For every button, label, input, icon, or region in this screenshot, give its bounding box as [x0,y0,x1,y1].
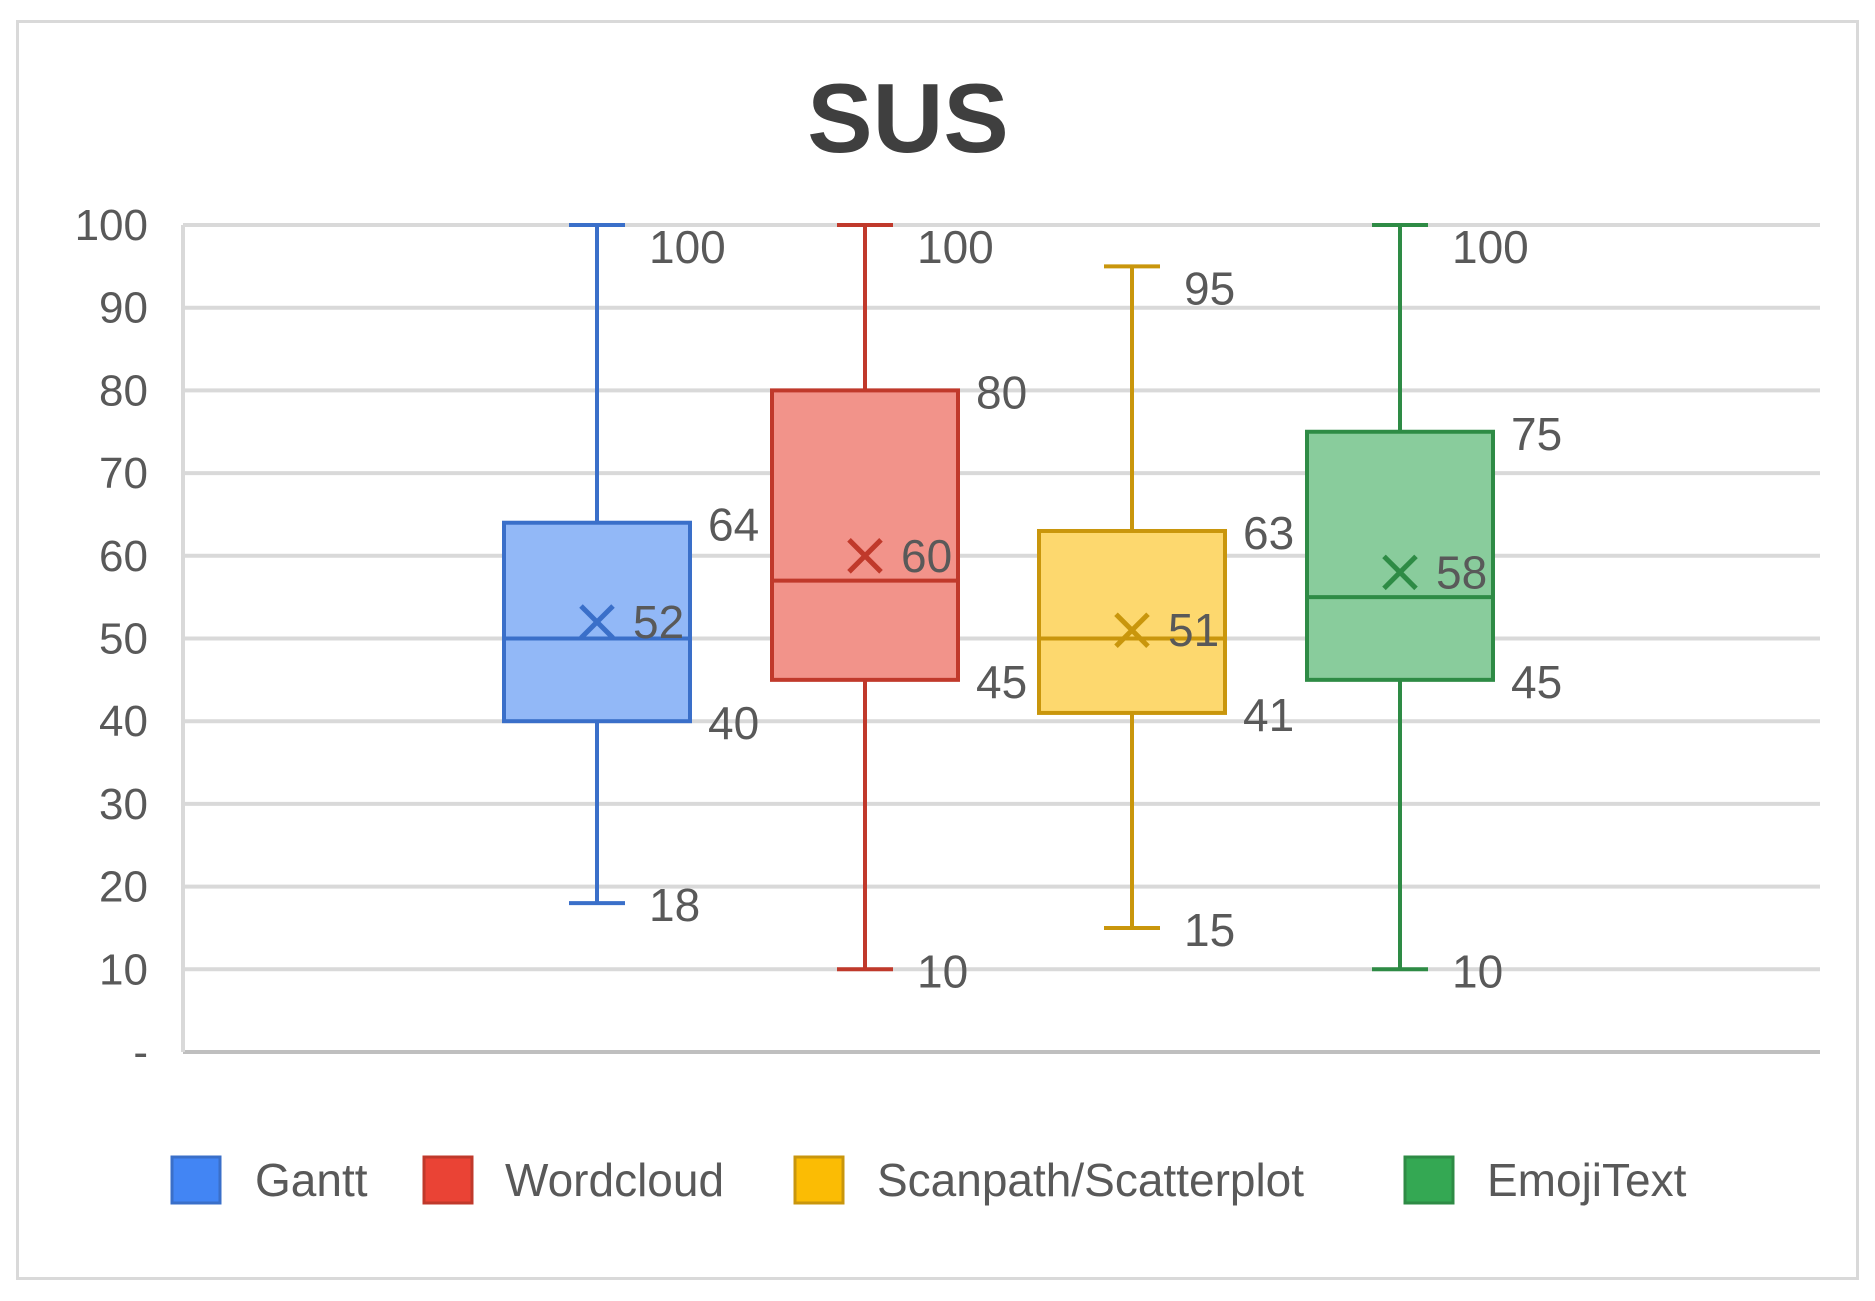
legend-label-4: EmojiText [1487,1154,1687,1206]
legend-swatch-3 [793,1155,845,1205]
box-series: 100 18 64 40 52 100 10 80 45 60 95 15 63 41 51 100 10 75 4… [502,221,1562,997]
y-tick-label-80: 80 [99,366,148,415]
label-q3: 75 [1511,408,1562,460]
y-tick-label-70: 70 [99,449,148,498]
iqr-box [1037,528,1227,715]
label-max: 100 [917,221,994,273]
label-mean: 58 [1436,546,1487,598]
y-tick-label-10: 10 [99,945,148,994]
mean-marker-b [579,604,615,640]
label-max: 100 [1452,221,1529,273]
mean-marker-b [1382,554,1418,591]
label-q1: 40 [708,697,759,749]
label-min: 18 [649,879,700,931]
legend-swatch-4 [1403,1155,1455,1205]
gridlines [181,223,1820,1054]
box-wordcloud: 100 10 80 45 60 [770,221,1027,997]
legend-swatch-1 [170,1155,222,1205]
label-mean: 60 [901,530,952,582]
label-q1: 45 [1511,656,1562,708]
legend-swatch-2 [422,1155,474,1205]
label-mean: 52 [633,596,684,648]
label-max: 100 [649,221,726,273]
y-tick-label-60: 60 [99,532,148,581]
iqr-box [1305,429,1495,682]
label-q1: 41 [1243,689,1294,741]
y-tick-label-20: 20 [99,863,148,912]
chart-title: SUS [807,63,1009,173]
iqr-box [770,388,960,682]
label-min: 10 [917,945,968,997]
mean-marker-b [1114,612,1150,648]
legend-label-1: Gantt [255,1154,368,1206]
legend-label-3: Scanpath/Scatterplot [877,1154,1304,1206]
label-q3: 64 [708,499,759,551]
label-max: 95 [1184,262,1235,314]
box-scanpath-scatterplot: 95 15 63 41 51 [1037,262,1294,956]
label-mean: 51 [1168,604,1219,656]
label-min: 10 [1452,945,1503,997]
y-tick-label-50: 50 [99,615,148,664]
y-tick-label-100: 100 [75,201,148,250]
label-q1: 45 [976,656,1027,708]
label-q3: 80 [976,366,1027,418]
box-emojitext: 100 10 75 45 58 [1305,221,1562,997]
y-tick-label--: - [133,1028,148,1077]
legend: Gantt Wordcloud Scanpath/Scatterplot EmojiT… [170,1154,1687,1206]
label-min: 15 [1184,904,1235,956]
y-tick-label-90: 90 [99,284,148,333]
label-q3: 63 [1243,507,1294,559]
y-tick-label-40: 40 [99,697,148,746]
y-axis-ticks: 100 90 80 70 60 50 40 30 20 10 - [75,201,148,1077]
legend-label-2: Wordcloud [505,1154,724,1206]
box-gantt: 100 18 64 40 52 [502,221,759,931]
mean-marker-b [847,538,883,574]
y-tick-label-30: 30 [99,780,148,829]
